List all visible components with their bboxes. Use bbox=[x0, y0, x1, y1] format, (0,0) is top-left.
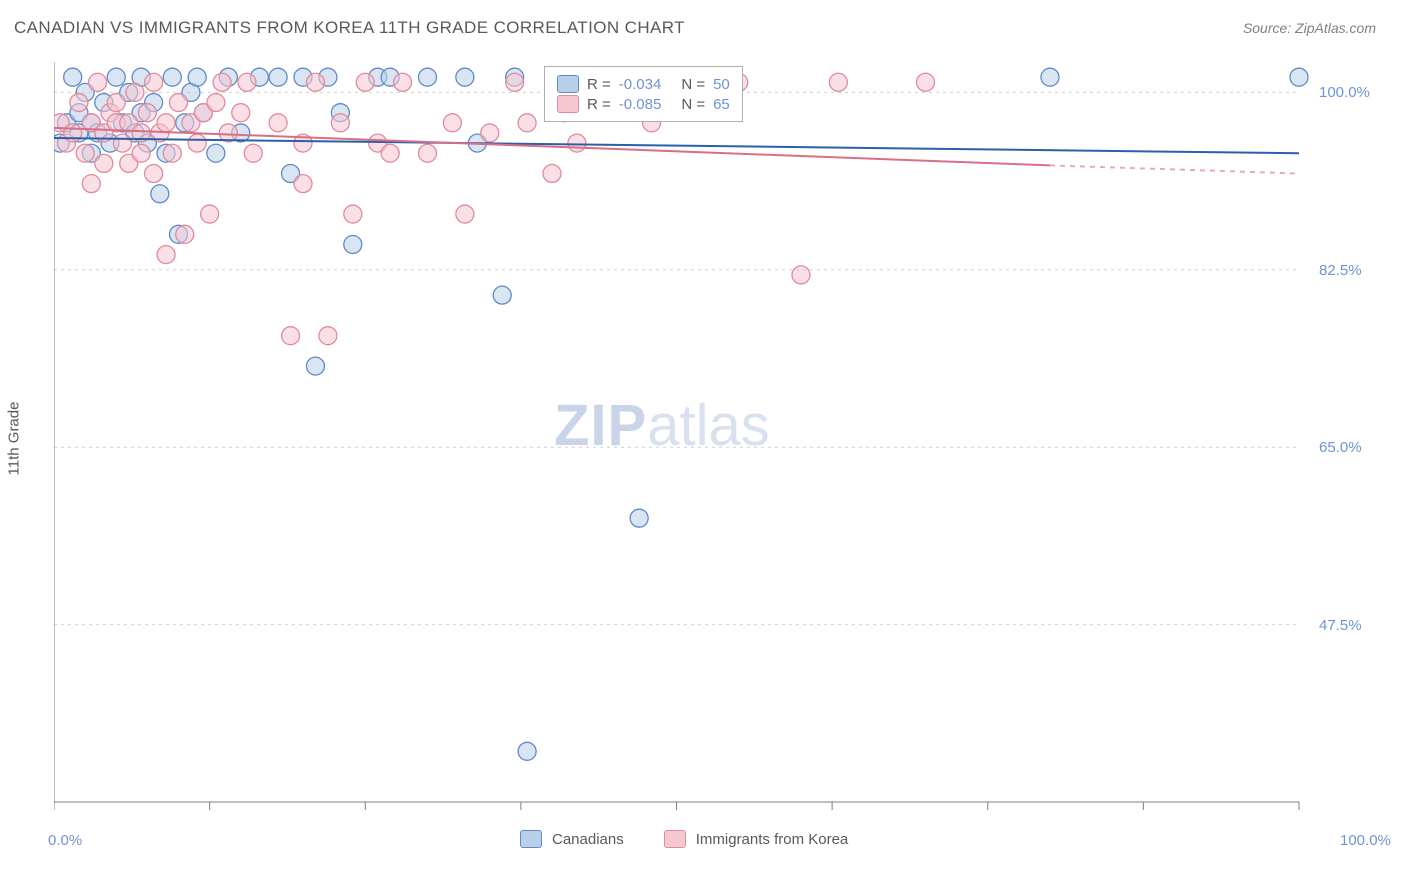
y-axis-label: 11th Grade bbox=[6, 402, 23, 476]
watermark-zip: ZIP bbox=[554, 393, 647, 458]
legend-n-value: 50 bbox=[713, 76, 730, 93]
chart-area: ZIPatlas R = -0.034 N = 50 R = -0.085 N = 65 bbox=[54, 62, 1386, 822]
legend-swatch bbox=[557, 95, 579, 113]
legend-swatch bbox=[664, 830, 686, 848]
legend-series-label: Immigrants from Korea bbox=[696, 831, 849, 848]
legend-top-row: R = -0.034 N = 50 bbox=[557, 75, 730, 93]
watermark: ZIPatlas bbox=[554, 392, 770, 459]
y-tick-label: 65.0% bbox=[1319, 439, 1362, 456]
legend-top-row: R = -0.085 N = 65 bbox=[557, 95, 730, 113]
x-axis-max-label: 100.0% bbox=[1340, 832, 1391, 849]
legend-bottom-item: Canadians bbox=[520, 830, 624, 848]
source-text: Source: ZipAtlas.com bbox=[1243, 20, 1376, 36]
legend-top: R = -0.034 N = 50 R = -0.085 N = 65 bbox=[544, 66, 743, 122]
legend-n-label: N = bbox=[681, 96, 705, 113]
legend-r-value: -0.034 bbox=[619, 76, 662, 93]
watermark-atlas: atlas bbox=[647, 393, 770, 458]
legend-bottom: Canadians Immigrants from Korea bbox=[520, 830, 848, 848]
header: CANADIAN VS IMMIGRANTS FROM KOREA 11TH G… bbox=[0, 0, 1406, 48]
y-tick-label: 47.5% bbox=[1319, 617, 1362, 634]
x-axis-min-label: 0.0% bbox=[48, 832, 82, 849]
y-tick-label: 100.0% bbox=[1319, 84, 1370, 101]
legend-n-label: N = bbox=[681, 76, 705, 93]
y-tick-label: 82.5% bbox=[1319, 262, 1362, 279]
legend-r-label: R = bbox=[587, 96, 611, 113]
legend-r-value: -0.085 bbox=[619, 96, 662, 113]
legend-swatch bbox=[557, 75, 579, 93]
legend-n-value: 65 bbox=[713, 96, 730, 113]
legend-series-label: Canadians bbox=[552, 831, 624, 848]
legend-r-label: R = bbox=[587, 76, 611, 93]
legend-swatch bbox=[520, 830, 542, 848]
legend-bottom-item: Immigrants from Korea bbox=[664, 830, 849, 848]
chart-title: CANADIAN VS IMMIGRANTS FROM KOREA 11TH G… bbox=[14, 18, 685, 38]
